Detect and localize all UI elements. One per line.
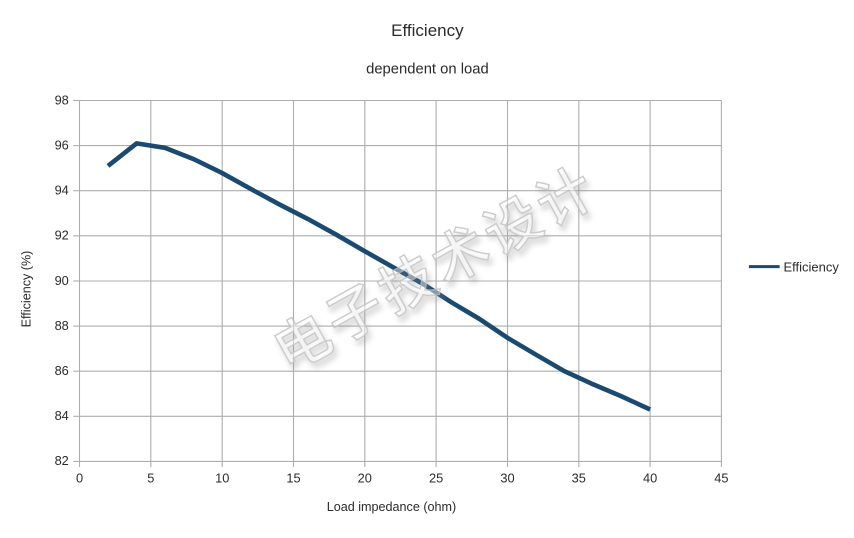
svg-text:45: 45 — [714, 471, 728, 486]
svg-text:25: 25 — [429, 471, 443, 486]
svg-text:5: 5 — [147, 471, 154, 486]
svg-text:Efficiency: Efficiency — [784, 259, 840, 274]
svg-text:10: 10 — [215, 471, 229, 486]
svg-text:0: 0 — [76, 471, 83, 486]
svg-text:92: 92 — [55, 228, 69, 243]
svg-text:98: 98 — [55, 92, 69, 107]
svg-text:30: 30 — [500, 471, 514, 486]
svg-text:88: 88 — [55, 318, 69, 333]
svg-text:Efficiency (%): Efficiency (%) — [20, 251, 34, 328]
svg-text:86: 86 — [55, 363, 69, 378]
svg-text:84: 84 — [55, 408, 69, 423]
svg-text:Load impedance (ohm): Load impedance (ohm) — [327, 500, 457, 514]
svg-text:82: 82 — [55, 453, 69, 468]
svg-text:96: 96 — [55, 137, 69, 152]
svg-text:15: 15 — [286, 471, 300, 486]
svg-text:94: 94 — [55, 183, 69, 198]
svg-text:Efficiency: Efficiency — [391, 21, 464, 40]
svg-text:dependent on load: dependent on load — [366, 62, 489, 78]
svg-text:90: 90 — [55, 273, 69, 288]
svg-text:35: 35 — [572, 471, 586, 486]
svg-text:40: 40 — [643, 471, 657, 486]
svg-text:20: 20 — [358, 471, 372, 486]
